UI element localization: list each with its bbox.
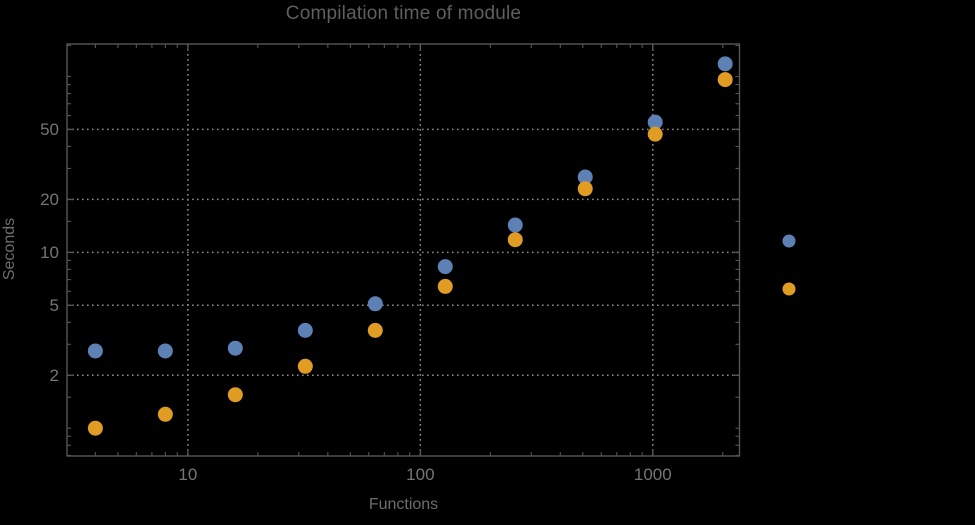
y-tick-label: 50 xyxy=(40,120,59,139)
series-2-point xyxy=(437,278,453,294)
series-1-point xyxy=(437,259,453,275)
y-tick-label: 20 xyxy=(40,190,59,209)
y-tick-label: 10 xyxy=(40,243,59,262)
legend-marker-series-2 xyxy=(782,282,796,296)
x-tick-label: 10 xyxy=(178,465,197,484)
series-2-point xyxy=(507,232,523,248)
x-tick-label: 1000 xyxy=(634,465,672,484)
series-2-point xyxy=(297,358,313,374)
y-tick-label: 5 xyxy=(50,296,59,315)
series-2-point xyxy=(87,420,103,436)
x-tick-label: 100 xyxy=(406,465,434,484)
series-1-point xyxy=(87,343,103,359)
series-2-point xyxy=(367,322,383,338)
legend-marker-series-1 xyxy=(782,234,796,248)
series-1-point xyxy=(647,114,663,130)
series-1-point xyxy=(157,343,173,359)
chart-title: Compilation time of module xyxy=(285,3,522,24)
series-1-point xyxy=(367,296,383,312)
series-1-point xyxy=(227,340,243,356)
series-1-point xyxy=(577,169,593,185)
series-2-point xyxy=(157,406,173,422)
plot-frame xyxy=(66,43,741,457)
series-1-point xyxy=(297,322,313,338)
series-2-point xyxy=(647,126,663,142)
y-tick-labels: 2 5 10 20 50 xyxy=(40,120,59,385)
y-tick-label: 2 xyxy=(50,366,59,385)
series-1-point xyxy=(717,56,733,72)
series-1-point xyxy=(507,217,523,233)
x-tick-labels: 10 100 1000 xyxy=(178,465,671,484)
series-1-points xyxy=(87,56,733,359)
series-2-point xyxy=(717,72,733,88)
series-2-point xyxy=(577,181,593,197)
gridlines xyxy=(67,44,740,456)
x-axis-label: Functions xyxy=(368,496,439,513)
series-2-points xyxy=(87,72,733,436)
y-axis-label: Seconds xyxy=(1,217,18,281)
series-2-point xyxy=(227,387,243,403)
legend xyxy=(782,234,796,296)
axis-ticks xyxy=(67,44,740,457)
